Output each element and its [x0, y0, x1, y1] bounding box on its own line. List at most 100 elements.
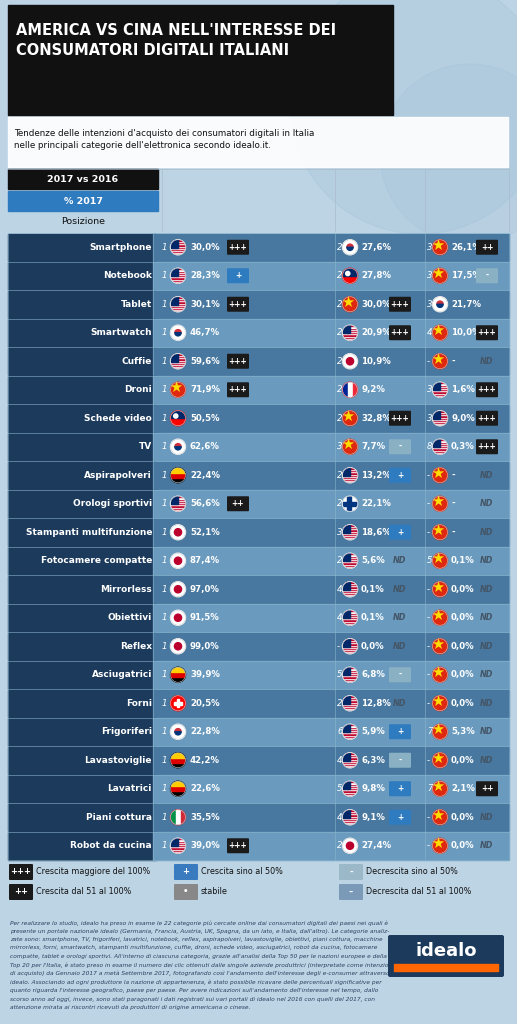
Bar — [171, 282, 186, 284]
Bar — [433, 442, 448, 443]
Text: ND: ND — [480, 527, 494, 537]
Bar — [153, 689, 509, 717]
Text: 2: 2 — [337, 329, 342, 337]
Bar — [342, 820, 357, 821]
Text: 10,0%: 10,0% — [451, 329, 481, 337]
Bar — [342, 822, 357, 823]
Text: 1: 1 — [162, 671, 168, 679]
Bar — [433, 389, 448, 390]
FancyBboxPatch shape — [389, 297, 411, 311]
FancyBboxPatch shape — [476, 439, 498, 455]
Text: ND: ND — [480, 727, 494, 736]
Text: ★: ★ — [431, 580, 444, 595]
Bar — [342, 336, 357, 337]
Bar — [342, 582, 357, 583]
Text: 5,9%: 5,9% — [361, 727, 385, 736]
Bar — [153, 347, 509, 375]
Bar — [153, 319, 509, 346]
Bar — [342, 701, 357, 702]
Bar — [342, 783, 357, 784]
Bar — [342, 621, 357, 622]
Circle shape — [433, 610, 448, 626]
Text: 17,5%: 17,5% — [451, 271, 481, 281]
Circle shape — [342, 382, 357, 397]
Text: 27,8%: 27,8% — [361, 271, 391, 281]
Bar — [171, 763, 186, 768]
Text: 2: 2 — [337, 356, 342, 366]
Bar — [171, 242, 186, 244]
Text: Tablet: Tablet — [121, 300, 152, 309]
Text: 3: 3 — [427, 300, 433, 309]
FancyBboxPatch shape — [174, 864, 198, 880]
Bar — [433, 419, 448, 420]
Text: 32,8%: 32,8% — [361, 414, 391, 423]
Text: -: - — [427, 471, 430, 480]
Bar — [171, 478, 186, 482]
Text: ND: ND — [393, 556, 407, 565]
Bar — [342, 589, 357, 590]
Text: Robot da cucina: Robot da cucina — [70, 842, 152, 850]
Text: -: - — [451, 527, 454, 537]
Bar — [171, 245, 186, 246]
Circle shape — [346, 842, 354, 849]
FancyBboxPatch shape — [227, 240, 249, 255]
Bar — [153, 262, 509, 290]
Text: 5: 5 — [427, 556, 433, 565]
Bar — [8, 117, 508, 167]
Circle shape — [171, 781, 186, 797]
Bar — [342, 562, 357, 563]
Bar — [342, 532, 357, 534]
Bar — [433, 417, 448, 418]
Circle shape — [346, 271, 350, 275]
Text: 87,4%: 87,4% — [190, 556, 220, 565]
Bar — [171, 275, 186, 276]
Bar — [153, 575, 509, 603]
Bar — [342, 755, 357, 756]
Bar — [8, 804, 156, 831]
Bar — [342, 561, 357, 562]
Bar — [342, 681, 357, 682]
Bar — [342, 730, 357, 731]
Bar — [171, 851, 186, 852]
Text: Notebook: Notebook — [103, 271, 152, 281]
Text: ★: ★ — [431, 665, 444, 680]
Circle shape — [174, 643, 181, 650]
Text: -: - — [399, 756, 402, 765]
Text: +: + — [397, 527, 403, 537]
Bar — [342, 810, 357, 811]
Text: 20,5%: 20,5% — [190, 698, 220, 708]
Bar — [342, 672, 357, 673]
Bar — [342, 328, 357, 329]
FancyBboxPatch shape — [389, 668, 411, 682]
Bar — [171, 268, 186, 269]
Bar — [433, 390, 448, 391]
Text: ★: ★ — [431, 779, 444, 794]
Circle shape — [433, 524, 448, 540]
Text: -: - — [427, 613, 430, 623]
Circle shape — [433, 781, 448, 797]
Text: 5: 5 — [337, 671, 342, 679]
Bar — [153, 718, 509, 745]
Bar — [171, 269, 186, 270]
Bar — [153, 233, 509, 261]
Bar — [433, 420, 448, 421]
Text: 0,1%: 0,1% — [451, 556, 475, 565]
Bar — [433, 415, 448, 416]
Text: 4: 4 — [337, 585, 342, 594]
Circle shape — [171, 524, 186, 540]
Text: 18,6%: 18,6% — [361, 527, 391, 537]
Bar — [342, 758, 357, 759]
Bar — [342, 709, 357, 710]
Bar — [342, 536, 357, 537]
Text: ND: ND — [480, 585, 494, 594]
Bar — [342, 583, 357, 584]
Circle shape — [342, 439, 357, 455]
Bar — [171, 301, 186, 302]
Bar — [342, 644, 357, 646]
Circle shape — [171, 695, 186, 711]
Text: 10,9%: 10,9% — [361, 356, 391, 366]
Bar — [342, 678, 357, 679]
Bar — [342, 476, 357, 477]
Text: Decrescita dal 51 al 100%: Decrescita dal 51 al 100% — [366, 888, 472, 896]
Bar — [171, 848, 186, 849]
